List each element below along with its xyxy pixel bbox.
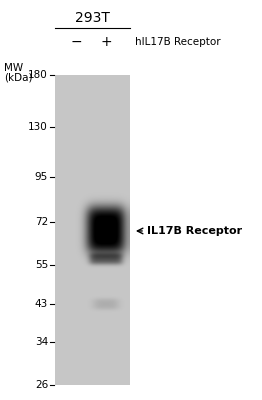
- Text: hIL17B Receptor: hIL17B Receptor: [135, 37, 221, 47]
- Text: IL17B Receptor: IL17B Receptor: [147, 226, 242, 236]
- Text: 95: 95: [35, 172, 48, 182]
- Text: (kDa): (kDa): [4, 73, 32, 83]
- Text: 180: 180: [28, 70, 48, 80]
- Text: 130: 130: [28, 122, 48, 132]
- Text: 293T: 293T: [75, 11, 110, 25]
- Text: 26: 26: [35, 380, 48, 390]
- Text: 34: 34: [35, 337, 48, 347]
- Text: 43: 43: [35, 299, 48, 309]
- Text: MW: MW: [4, 63, 23, 73]
- Text: 55: 55: [35, 260, 48, 270]
- Text: +: +: [100, 35, 112, 49]
- Text: −: −: [70, 35, 82, 49]
- Text: 72: 72: [35, 217, 48, 227]
